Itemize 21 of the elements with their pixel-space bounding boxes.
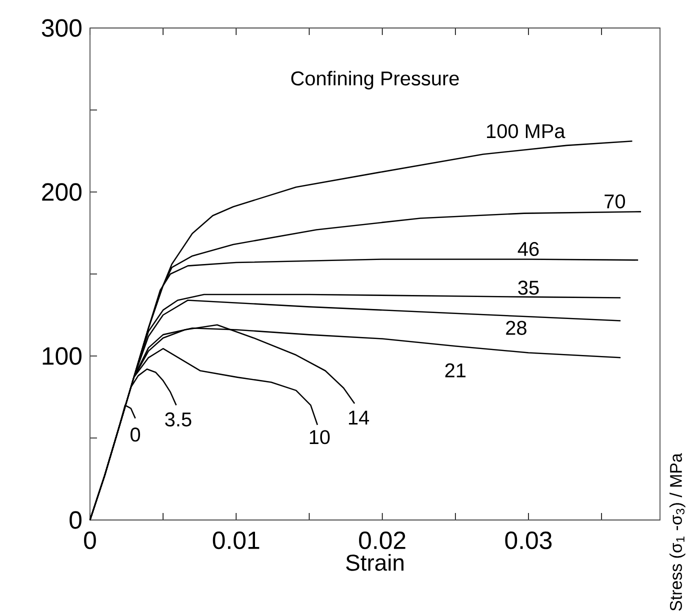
x-tick-label: 0 (84, 532, 96, 550)
annotation: Confining Pressure (291, 70, 459, 90)
y-tick-label: 300 (42, 19, 82, 37)
y-axis-title: Stress (σ$_{1}$ -σ$_{3}$) / MPa (670, 453, 686, 611)
series-label: 10 (310, 430, 330, 444)
series-label: 21 (445, 363, 466, 378)
y-tick-label: 100 (42, 347, 82, 365)
series-label: 28 (506, 320, 526, 335)
y-tick-label: 200 (42, 183, 82, 201)
x-tick-label: 0.02 (359, 532, 406, 550)
series-label: 14 (348, 410, 370, 424)
series-label: 100 MPa (487, 124, 566, 138)
series-label: 35 (518, 280, 539, 295)
series-label: 3.5 (165, 412, 192, 426)
x-tick-label: 0.03 (505, 532, 552, 550)
x-axis-title: Strain (346, 554, 404, 571)
x-tick-label: 0.01 (212, 532, 260, 550)
series-label: 0 (130, 428, 140, 442)
series-label: 70 (604, 194, 626, 208)
series-label: 46 (518, 242, 539, 256)
y-tick-label: 0 (70, 511, 82, 529)
